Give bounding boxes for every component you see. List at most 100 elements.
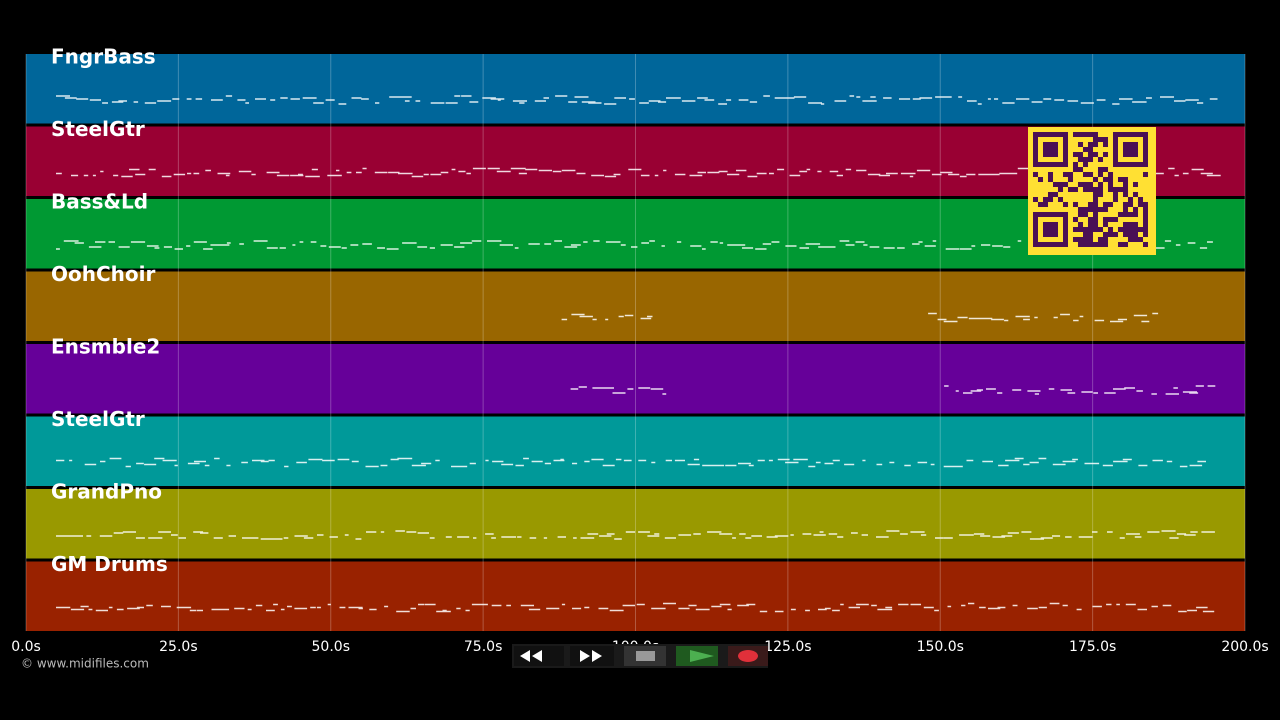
qr-cell bbox=[1088, 202, 1093, 207]
qr-cell bbox=[1088, 147, 1093, 152]
qr-cell bbox=[1063, 202, 1068, 207]
qr-cell bbox=[1083, 162, 1088, 167]
qr-cell bbox=[1098, 237, 1103, 242]
qr-cell bbox=[1083, 207, 1088, 212]
qr-cell bbox=[1073, 167, 1078, 172]
qr-cell bbox=[1103, 207, 1108, 212]
qr-cell bbox=[1083, 237, 1088, 242]
qr-cell bbox=[1103, 217, 1108, 222]
qr-cell bbox=[1133, 207, 1138, 212]
qr-cell bbox=[1143, 227, 1148, 232]
qr-cell bbox=[1068, 177, 1073, 182]
copyright: © www.midifiles.com bbox=[21, 657, 149, 671]
track-name: Bass&Ld bbox=[51, 190, 148, 214]
qr-cell bbox=[1098, 192, 1103, 197]
qr-cell bbox=[1083, 227, 1088, 232]
forward-button[interactable] bbox=[570, 646, 614, 666]
track-lane bbox=[26, 561, 1245, 631]
track-name: GrandPno bbox=[51, 480, 162, 504]
qr-cell bbox=[1098, 167, 1103, 172]
qr-cell bbox=[1073, 202, 1078, 207]
qr-cell bbox=[1098, 137, 1103, 142]
qr-cell bbox=[1103, 167, 1108, 172]
qr-cell bbox=[1073, 217, 1078, 222]
note-strokes bbox=[56, 530, 1215, 540]
qr-cell bbox=[1113, 187, 1118, 192]
qr-cell bbox=[1128, 232, 1133, 237]
qr-cell bbox=[1123, 202, 1128, 207]
qr-cell bbox=[1113, 192, 1118, 197]
qr-cell bbox=[1093, 177, 1098, 182]
qr-cell bbox=[1123, 182, 1128, 187]
qr-cell bbox=[1108, 227, 1113, 232]
qr-cell bbox=[1138, 202, 1143, 207]
qr-cell bbox=[1108, 177, 1113, 182]
qr-cell bbox=[1108, 202, 1113, 207]
qr-cell bbox=[1143, 232, 1148, 237]
qr-cell bbox=[1093, 132, 1098, 137]
qr-cell bbox=[1143, 242, 1148, 247]
qr-cell bbox=[1043, 197, 1048, 202]
qr-cell bbox=[1093, 197, 1098, 202]
qr-cell bbox=[1088, 217, 1093, 222]
qr-cell bbox=[1128, 202, 1133, 207]
qr-cell bbox=[1088, 142, 1093, 147]
qr-cell bbox=[1133, 232, 1138, 237]
record-button[interactable] bbox=[728, 646, 768, 666]
qr-cell bbox=[1123, 192, 1128, 197]
qr-cell bbox=[1103, 137, 1108, 142]
stop-button[interactable] bbox=[624, 646, 666, 666]
qr-cell bbox=[1088, 232, 1093, 237]
qr-cell bbox=[1048, 177, 1053, 182]
qr-cell bbox=[1113, 197, 1118, 202]
qr-cell bbox=[1033, 197, 1038, 202]
qr-cell bbox=[1098, 182, 1103, 187]
qr-cell bbox=[1093, 202, 1098, 207]
qr-cell bbox=[1078, 227, 1083, 232]
qr-cell bbox=[1123, 232, 1128, 237]
qr-cell bbox=[1093, 137, 1098, 142]
qr-cell bbox=[1078, 222, 1083, 227]
note-strokes bbox=[570, 385, 1216, 395]
qr-cell bbox=[1118, 187, 1123, 192]
qr-cell bbox=[1078, 157, 1083, 162]
track-lane bbox=[26, 271, 1245, 341]
x-tick-label: 200.0s bbox=[1221, 639, 1268, 655]
rewind-button[interactable] bbox=[514, 646, 564, 666]
qr-cell bbox=[1083, 187, 1088, 192]
qr-cell bbox=[1073, 187, 1078, 192]
qr-finder bbox=[1033, 212, 1068, 247]
track-name: FngrBass bbox=[51, 45, 156, 69]
qr-cell bbox=[1108, 172, 1113, 177]
lane-names: FngrBass SteelGtr Bass&Ld OohChoir Ensmble2 S… bbox=[51, 45, 168, 577]
qr-cell bbox=[1133, 182, 1138, 187]
qr-cell bbox=[1093, 142, 1098, 147]
qr-cell bbox=[1108, 182, 1113, 187]
qr-cell bbox=[1123, 207, 1128, 212]
x-tick-label: 0.0s bbox=[11, 639, 41, 655]
track-lane bbox=[26, 344, 1245, 414]
qr-cell bbox=[1123, 177, 1128, 182]
qr-cell bbox=[1123, 222, 1128, 227]
qr-cell bbox=[1048, 172, 1053, 177]
qr-cell bbox=[1118, 227, 1123, 232]
track-name: GM Drums bbox=[51, 552, 168, 576]
qr-cell bbox=[1093, 217, 1098, 222]
qr-cell bbox=[1043, 202, 1048, 207]
qr-cell bbox=[1088, 187, 1093, 192]
note-strokes bbox=[56, 457, 1206, 468]
qr-cell bbox=[1138, 197, 1143, 202]
qr-cell bbox=[1048, 197, 1053, 202]
qr-cell bbox=[1108, 187, 1113, 192]
stop-icon bbox=[636, 651, 655, 661]
rewind-icon bbox=[520, 650, 542, 662]
qr-cell bbox=[1093, 242, 1098, 247]
qr-cell bbox=[1078, 207, 1083, 212]
qr-cell bbox=[1058, 197, 1063, 202]
x-tick-label: 25.0s bbox=[159, 639, 197, 655]
qr-cell bbox=[1098, 207, 1103, 212]
play-button[interactable] bbox=[676, 646, 718, 666]
play-icon bbox=[690, 650, 714, 662]
